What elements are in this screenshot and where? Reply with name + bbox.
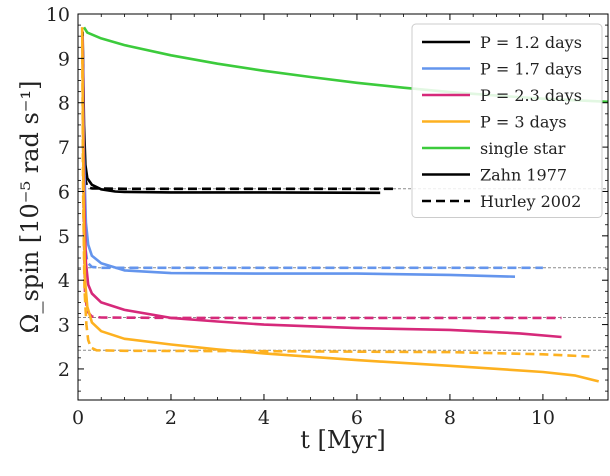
x-tick-label: 4: [258, 407, 270, 429]
x-tick-label: 0: [72, 407, 84, 429]
y-axis-label: Ω_spin [10⁻⁵ rad s⁻¹]: [16, 81, 44, 334]
y-tick-label: 3: [58, 315, 70, 337]
legend-label: Zahn 1977: [480, 166, 567, 185]
x-tick-label: 6: [351, 407, 363, 429]
x-axis-label: t [Myr]: [300, 426, 386, 454]
series-layer: [80, 26, 609, 383]
legend-label: P = 3 days: [480, 113, 567, 132]
legend-label: Hurley 2002: [480, 192, 581, 211]
legend-box: [411, 23, 603, 218]
y-tick-label: 10: [46, 4, 70, 26]
y-tick-label: 6: [58, 181, 70, 203]
legend-label: P = 2.3 days: [480, 86, 582, 105]
y-tick-label: 7: [58, 137, 70, 159]
plot-frame: [77, 13, 609, 401]
y-tick-label: 4: [58, 270, 70, 292]
axes: 0 2 4 6 8 10 2 3 4 5 6 7 8 9 10: [46, 4, 608, 429]
legend: P = 1.2 days P = 1.7 days P = 2.3 days P = …: [411, 23, 603, 218]
series-line-p-1-7-days-hurley: [81, 40, 543, 270]
legend-label: P = 1.2 days: [480, 33, 582, 52]
y-tick-label: 8: [58, 93, 70, 115]
series-line-p-1-2-days-hurley: [81, 36, 395, 191]
y-tick-label: 2: [58, 359, 70, 381]
y-tick-label: 5: [58, 226, 70, 248]
series-line-p-2-3-days-hurley: [81, 45, 562, 320]
x-tick-label: 10: [531, 407, 555, 429]
x-tick-label: 2: [165, 407, 177, 429]
y-tick-label: 9: [58, 48, 70, 70]
series-line-p-3-days-zahn: [80, 27, 600, 383]
legend-label: single star: [480, 139, 566, 158]
series-line-p-3-days-hurley: [80, 27, 590, 358]
x-tick-label: 8: [444, 407, 456, 429]
legend-label: P = 1.7 days: [480, 60, 582, 79]
series-line-p-2-3-days-zahn: [81, 36, 562, 339]
series-line-p-1-2-days-zahn: [81, 31, 381, 195]
